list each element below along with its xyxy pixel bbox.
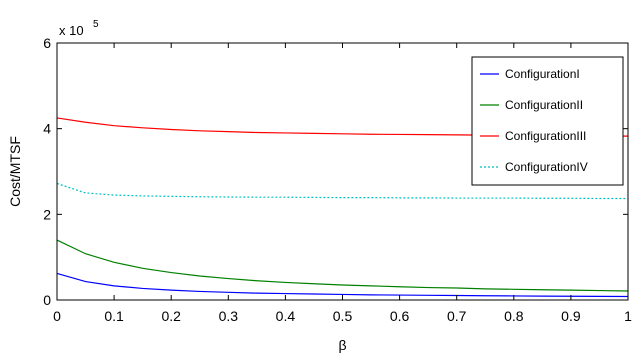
legend-label-2: ConfigurationII	[505, 98, 583, 112]
x-tick-label: 0.6	[390, 308, 410, 324]
y-multiplier-base: x 10	[59, 23, 84, 38]
x-tick-label: 0.9	[561, 308, 581, 324]
x-tick-label: 0.3	[219, 308, 239, 324]
y-tick-label: 2	[43, 206, 51, 222]
y-tick-label: 0	[43, 292, 51, 308]
y-multiplier-exponent: 5	[93, 19, 99, 30]
x-tick-label: 0.8	[504, 308, 524, 324]
legend-label-1: ConfigurationI	[505, 67, 580, 81]
x-tick-label: 0.1	[104, 308, 124, 324]
legend-label-4: ConfigurationIV	[505, 160, 588, 174]
x-tick-label: 1	[624, 308, 632, 324]
x-tick-label: 0.4	[276, 308, 296, 324]
x-tick-label: 0.7	[447, 308, 467, 324]
legend: ConfigurationI ConfigurationII Configurati…	[472, 57, 623, 185]
x-axis-label: β	[338, 337, 346, 353]
x-tick-label: 0.2	[161, 308, 181, 324]
x-tick-label: 0	[53, 308, 61, 324]
legend-label-3: ConfigurationIII	[505, 129, 586, 143]
y-axis-label: Cost/MTSF	[7, 136, 23, 207]
x-tick-label: 0.5	[333, 308, 353, 324]
y-tick-label: 6	[43, 35, 51, 51]
y-tick-label: 4	[43, 121, 51, 137]
